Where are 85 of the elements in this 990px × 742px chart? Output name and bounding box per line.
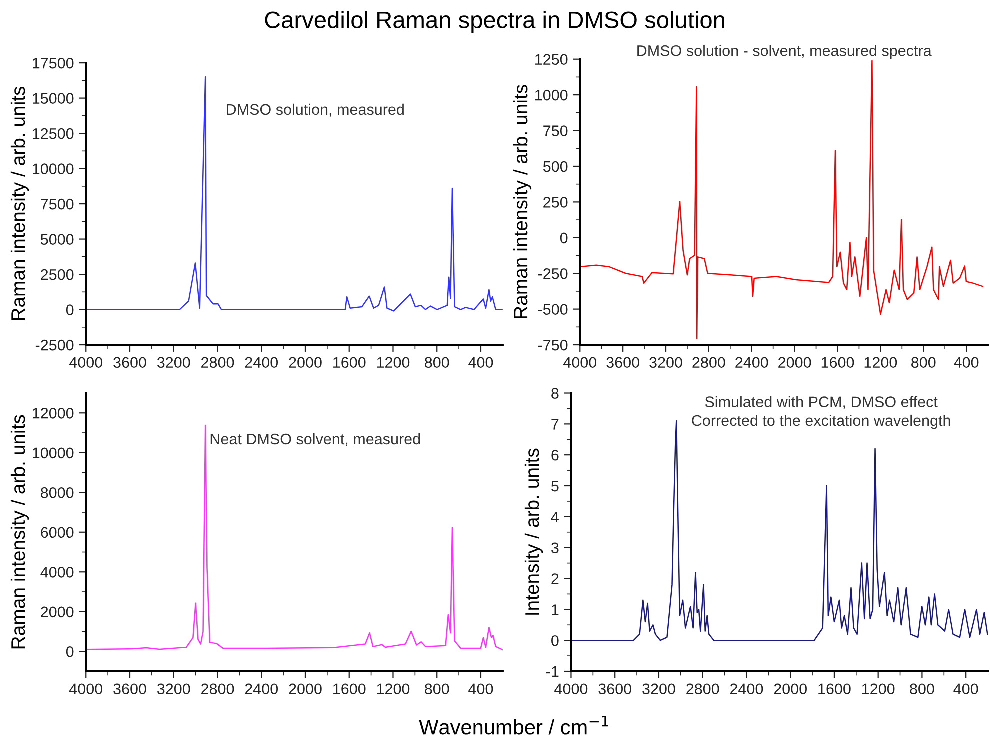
x-tick-label: 2400 (245, 357, 278, 368)
x-tick-label: 3200 (157, 357, 190, 368)
x-tick-label: 800 (425, 684, 450, 695)
y-tick-label: 12000 (33, 408, 74, 419)
y-axis-title: Raman intensity / arb. units (10, 86, 30, 320)
x-tick-label: 2000 (289, 357, 322, 368)
x-tick-label: 400 (468, 357, 494, 368)
y-tick-label: 4000 (40, 567, 74, 578)
x-tick-label: 3200 (157, 684, 190, 695)
y-tick-label: 3 (552, 542, 559, 554)
y-tick-label: 2 (552, 574, 559, 584)
x-tick-label: 1600 (334, 684, 366, 695)
y-tick-label: 0 (552, 635, 559, 646)
x-tick-label: 2000 (778, 357, 812, 368)
x-tick-label: 800 (425, 357, 450, 368)
y-tick-label: -2500 (36, 340, 74, 351)
x-tick-label: 2800 (202, 357, 234, 368)
x-tick-label: 3200 (650, 357, 682, 368)
x-tick-label: 2400 (736, 357, 768, 368)
y-tick-label: 15000 (33, 93, 74, 104)
x-tick-label: 800 (912, 357, 936, 368)
x-tick-label: 800 (910, 684, 934, 695)
y-tick-label: 0 (560, 232, 568, 244)
y-tick-label: 500 (543, 161, 568, 172)
annotation: DMSO solution, measured (227, 104, 404, 117)
x-tick-label: 400 (954, 357, 979, 368)
y-tick-label: 8000 (41, 488, 74, 498)
y-tick-label: 5 (552, 481, 559, 492)
x-tick-label: 400 (468, 684, 494, 695)
x-tick-label: 3600 (606, 357, 640, 368)
line-series (580, 60, 984, 340)
x-tick-label: 1600 (818, 684, 851, 695)
line-series (86, 76, 503, 312)
x-tick-label: 1200 (862, 684, 895, 695)
x-tick-label: 1600 (334, 357, 366, 368)
x-tick-label: 2800 (202, 684, 234, 695)
x-tick-label: 4000 (564, 357, 597, 368)
y-tick-label: -500 (538, 304, 568, 316)
line-series (86, 424, 503, 651)
y-tick-label: 7500 (41, 198, 74, 210)
y-tick-label: 10000 (33, 448, 74, 459)
y-tick-label: 2000 (41, 606, 74, 618)
annotation: DMSO solution - solvent, measured spectra (638, 45, 932, 60)
x-tick-label: 2000 (289, 684, 322, 695)
x-tick-label: 1200 (377, 357, 410, 368)
y-tick-label: 2500 (41, 269, 74, 280)
y-tick-label: 6 (552, 450, 559, 461)
x-tick-label: 1200 (377, 684, 410, 695)
y-tick-label: -750 (538, 340, 568, 351)
y-axis-title: Intensity / arb. units (524, 448, 544, 615)
y-axis-title: Raman intensity / arb. units (10, 415, 30, 649)
x-tick-label: 2800 (686, 684, 720, 695)
y-tick-label: 750 (544, 126, 568, 136)
annotation: Simulated with PCM, DMSO effect Corrected to the excitation wavelength (692, 396, 950, 430)
y-tick-label: 10000 (33, 164, 74, 174)
y-tick-label: 0 (66, 304, 74, 316)
x-tick-label: 2400 (730, 684, 764, 695)
x-tick-label: 3600 (114, 684, 146, 695)
y-tick-label: 5000 (40, 234, 74, 245)
y-tick-label: 1 (552, 604, 559, 616)
y-tick-label: 1250 (536, 54, 568, 66)
x-tick-label: 2400 (245, 684, 278, 695)
y-tick-label: 4 (551, 512, 559, 522)
y-tick-label: 1000 (536, 90, 568, 101)
x-tick-label: 400 (954, 684, 978, 695)
x-tick-label: 1200 (864, 357, 898, 368)
x-tick-label: 2800 (692, 357, 726, 368)
x-tick-label: 3600 (598, 684, 632, 695)
y-tick-label: 7 (552, 419, 559, 430)
x-tick-label: 2000 (774, 684, 807, 695)
y-tick-label: 12500 (33, 128, 74, 140)
y-tick-label: 17500 (33, 58, 74, 69)
y-tick-label: 0 (66, 646, 74, 658)
y-tick-label: 6000 (41, 527, 74, 538)
x-axis-title: Wavenumber / cm$^{−1}$ (419, 716, 608, 735)
x-tick-label: 3200 (642, 684, 676, 695)
x-tick-label: 3600 (114, 357, 146, 368)
y-tick-label: -250 (538, 268, 568, 280)
y-tick-label: 250 (544, 197, 568, 208)
y-tick-label: 8 (552, 388, 559, 399)
y-axis-title: Raman intensity / arb. units (513, 85, 532, 318)
annotation: Neat DMSO solvent, measured (210, 433, 420, 446)
y-tick-label: -1 (546, 666, 559, 678)
x-tick-label: 1600 (822, 357, 854, 368)
chart-title: Carvedilol Raman spectra in DMSO solution (265, 11, 724, 34)
